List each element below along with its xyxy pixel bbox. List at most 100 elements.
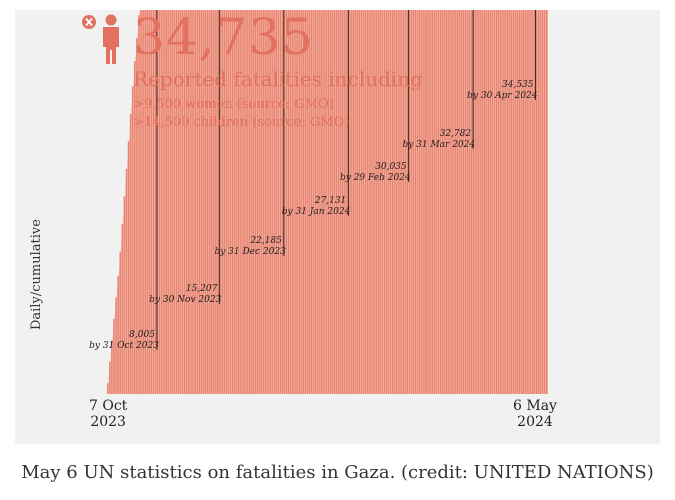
y-axis-label: Daily/cumulative <box>29 219 44 330</box>
daily-bar <box>441 10 444 394</box>
daily-bar <box>352 10 354 394</box>
daily-bar <box>456 10 458 395</box>
daily-bar <box>537 10 540 394</box>
daily-bar <box>373 10 375 394</box>
daily-bar <box>287 10 290 394</box>
daily-bar <box>302 10 305 394</box>
daily-bar <box>161 10 163 394</box>
daily-bar <box>175 10 178 395</box>
daily-bar <box>410 10 413 394</box>
daily-bar <box>541 10 544 394</box>
annotation-date: by 31 Jan 2024 <box>282 207 351 217</box>
daily-bar <box>362 10 365 394</box>
daily-bar <box>523 10 525 395</box>
annotation-date: by 31 Dec 2023 <box>214 247 286 257</box>
daily-bar <box>473 10 475 394</box>
daily-bar <box>498 10 500 394</box>
annotation-date: by 31 Mar 2024 <box>402 140 475 150</box>
annotation-date: by 31 Oct 2023 <box>89 341 159 351</box>
daily-bar <box>437 10 440 394</box>
daily-bar <box>468 10 471 394</box>
daily-bar <box>258 10 261 394</box>
daily-bar <box>339 10 342 394</box>
daily-bar <box>533 10 535 394</box>
daily-bar <box>150 10 153 395</box>
daily-bar <box>283 10 286 394</box>
daily-bar <box>196 10 198 394</box>
daily-bar <box>479 10 481 395</box>
daily-bar <box>435 10 438 394</box>
daily-bar <box>186 10 188 395</box>
daily-bar <box>317 10 319 394</box>
daily-bar <box>491 10 494 394</box>
daily-bar <box>462 10 465 394</box>
annotation-value: 32,782 <box>440 129 472 139</box>
daily-bar <box>159 10 161 394</box>
headline-total: 34,735 <box>133 8 314 66</box>
daily-bar <box>425 10 427 394</box>
daily-bar <box>331 10 334 394</box>
daily-bar <box>527 10 529 394</box>
daily-bar <box>217 10 219 394</box>
daily-bar <box>115 297 117 394</box>
daily-bar <box>485 10 488 394</box>
daily-bar <box>404 10 406 394</box>
daily-bar <box>464 10 467 394</box>
daily-bar <box>333 10 336 394</box>
daily-bar <box>375 10 377 394</box>
daily-bar <box>169 10 171 395</box>
daily-bar <box>477 10 479 394</box>
daily-bar <box>364 10 367 394</box>
daily-bar <box>294 10 296 394</box>
daily-bar <box>529 10 531 394</box>
daily-bar <box>315 10 317 394</box>
daily-bar <box>144 10 146 394</box>
daily-bar <box>244 10 246 395</box>
daily-bar <box>450 10 452 394</box>
daily-bar <box>231 10 234 394</box>
daily-bar <box>321 10 323 394</box>
daily-bar <box>229 10 232 395</box>
daily-bar <box>446 10 448 394</box>
daily-bar <box>269 10 271 394</box>
daily-bar <box>531 10 533 394</box>
daily-bar <box>242 10 244 394</box>
daily-bar <box>396 10 398 394</box>
daily-bar <box>510 10 513 394</box>
daily-bar <box>520 10 523 395</box>
daily-bar <box>512 10 515 394</box>
women-count-line: >9,500 women (source: GMO) <box>133 97 334 112</box>
daily-bar <box>233 10 236 395</box>
daily-bar <box>183 10 186 395</box>
daily-bar <box>204 10 207 394</box>
daily-bar <box>358 10 361 394</box>
daily-bar <box>188 10 190 394</box>
daily-bar <box>543 10 546 395</box>
daily-bar <box>117 276 119 394</box>
daily-bar <box>107 383 109 394</box>
daily-bar <box>483 10 486 394</box>
daily-bar <box>400 10 402 394</box>
daily-bar <box>136 38 138 394</box>
daily-bar <box>412 10 415 394</box>
annotation-date: by 29 Feb 2024 <box>340 173 411 183</box>
daily-bar <box>292 10 294 394</box>
daily-bar <box>248 10 250 394</box>
daily-bar <box>111 340 113 394</box>
x-start-label-line2: 2023 <box>90 414 126 431</box>
daily-bar <box>192 10 194 394</box>
daily-bar <box>310 10 313 394</box>
daily-bar <box>487 10 490 395</box>
annotation-value: 8,005 <box>129 330 155 340</box>
daily-bar <box>346 10 348 394</box>
daily-bar <box>202 10 205 394</box>
daily-bar <box>296 10 298 394</box>
daily-bar <box>427 10 429 394</box>
daily-bar <box>179 10 182 395</box>
daily-bar <box>471 10 473 395</box>
annotation-value: 30,035 <box>375 162 407 172</box>
daily-bar <box>240 10 242 394</box>
daily-bar <box>181 10 184 395</box>
daily-bar <box>312 10 315 394</box>
daily-bar <box>335 10 338 394</box>
